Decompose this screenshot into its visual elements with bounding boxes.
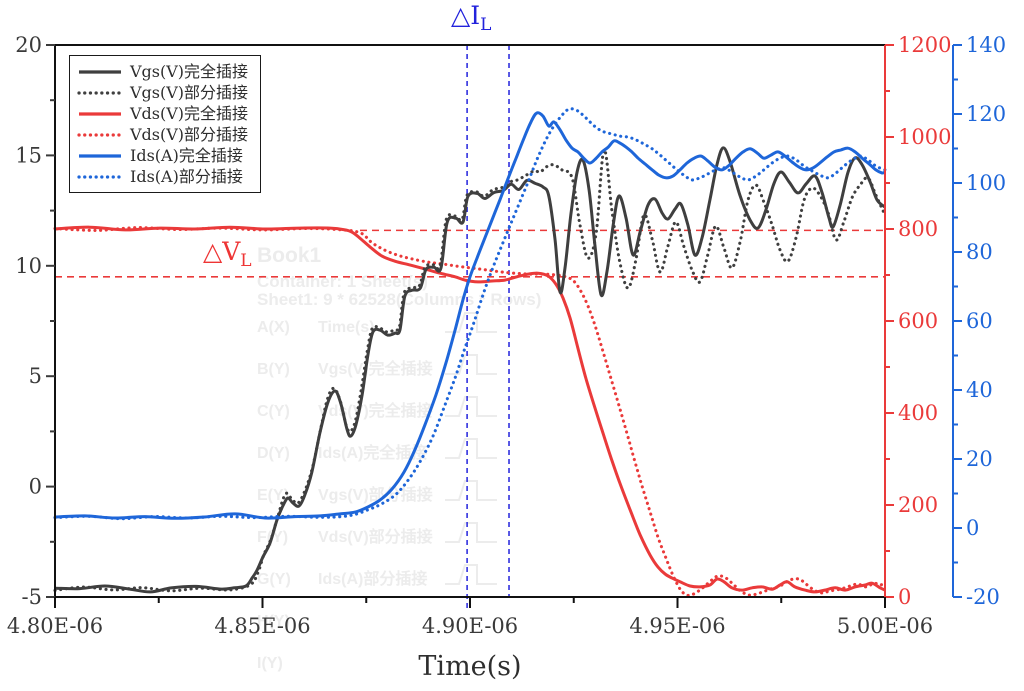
- watermark-sparkline: [445, 564, 497, 585]
- delta-il-sub: L: [480, 15, 492, 35]
- left-axis-tick-label: -5: [22, 585, 42, 609]
- legend-line-sample-dotted: [77, 90, 123, 95]
- watermark-title: Book1: [257, 244, 322, 267]
- watermark-sparkline: [445, 438, 497, 459]
- origin-drag-watermark: Book1 Container: 1 Sheet(s)Sheet1: 9 * 62…: [257, 244, 541, 672]
- legend-line-sample-solid: [79, 69, 121, 74]
- blue-axis-tick-label: -20: [966, 585, 1000, 609]
- watermark-sparkline: [445, 480, 497, 501]
- watermark-line: Sheet1: 9 * 62528(Columns * Rows): [257, 290, 541, 309]
- legend-label: Ids(A)部分插接: [130, 166, 243, 186]
- delta-il-text: △I: [451, 1, 481, 30]
- blue-axis-tick-label: 140: [966, 33, 1006, 57]
- blue-axis-tick-label: 0: [966, 516, 979, 540]
- watermark-row-key: D(Y): [257, 445, 290, 462]
- red-axis-tick-label: 400: [898, 401, 938, 425]
- red-axis-tick-label: 200: [898, 493, 938, 517]
- watermark-row-name: Vgs(V)部分插接: [318, 485, 433, 504]
- watermark-sparkline: [445, 522, 497, 543]
- series-Vgs(V)部分插接: [53, 148, 887, 593]
- red-axis-tick-label: 0: [898, 585, 911, 609]
- left-axis-tick-label: 5: [29, 364, 42, 388]
- legend-item-2: Vds(V)完全插接: [77, 103, 248, 124]
- legend-item-3: Vds(V)部分插接: [77, 124, 248, 145]
- legend-item-1: Vgs(V)部分插接: [77, 82, 248, 103]
- legend-label: Vds(V)部分插接: [130, 124, 249, 144]
- watermark-row-name: Vds(V)完全插接: [318, 401, 433, 420]
- blue-axis-tick-label: 80: [966, 240, 993, 264]
- delta-vl-annotation: △VL: [203, 239, 252, 270]
- delta-il-annotation: △IL: [451, 3, 491, 34]
- watermark-row-key: E(Y): [257, 487, 289, 504]
- legend-line-sample-dotted: [77, 132, 123, 137]
- red-axis-tick-label: 600: [898, 309, 938, 333]
- legend-item-5: Ids(A)部分插接: [77, 166, 248, 187]
- series-Vgs(V)完全插接: [54, 146, 887, 594]
- legend-label: Vgs(V)完全插接: [130, 61, 249, 81]
- left-axis-tick-label: 10: [15, 254, 42, 278]
- legend-line-sample-dotted: [77, 174, 123, 179]
- legend-line-sample-solid: [79, 111, 121, 116]
- watermark-row-key: G(Y): [257, 571, 291, 588]
- watermark-row-name: Ids(A)部分插接: [318, 569, 427, 588]
- left-axis-tick-label: 0: [29, 475, 42, 499]
- red-axis-tick-label: 800: [898, 217, 938, 241]
- legend[interactable]: Vgs(V)完全插接 Vgs(V)部分插接 Vds(V)完全插接 Vds(V)部分插接…: [69, 55, 262, 193]
- x-axis-tick-label: 4.85E-06: [214, 614, 310, 638]
- blue-axis-tick-label: 20: [966, 447, 993, 471]
- x-axis-tick-label: 4.80E-06: [7, 614, 103, 638]
- watermark-row-name: Vgs(V)完全插接: [318, 359, 433, 378]
- blue-axis-tick-label: 100: [966, 171, 1006, 195]
- watermark-row-key: B(Y): [257, 361, 290, 378]
- delta-vl-text: △V: [203, 237, 241, 266]
- series-Vds(V)完全插接: [54, 225, 886, 594]
- legend-label: Vds(V)完全插接: [130, 103, 249, 123]
- legend-line-sample-solid: [79, 153, 121, 158]
- left-axis-tick-label: 20: [15, 33, 42, 57]
- series-Vds(V)部分插接: [53, 226, 887, 597]
- axes-ticks-labels: 20151050-5120010008006004002000140120100…: [7, 33, 1006, 638]
- blue-axis-tick-label: 120: [966, 102, 1006, 126]
- legend-label: Vgs(V)部分插接: [130, 82, 249, 102]
- x-axis-tick-label: 5.00E-06: [837, 614, 933, 638]
- watermark-row-key: I(Y): [257, 655, 283, 672]
- watermark-row-name: Time(s): [318, 319, 375, 336]
- blue-axis-tick-label: 40: [966, 378, 993, 402]
- watermark-row-key: H(Y): [257, 613, 290, 630]
- watermark-sparkline: [445, 396, 497, 417]
- red-axis-tick-label: 1000: [898, 125, 951, 149]
- x-axis-title: Time(s): [418, 651, 521, 682]
- series-Ids(A)完全插接: [54, 111, 886, 520]
- blue-axis-tick-label: 60: [966, 309, 993, 333]
- watermark-sparkline: [445, 354, 497, 375]
- x-axis-tick-label: 4.95E-06: [629, 614, 725, 638]
- watermark-sparkline: [445, 312, 497, 333]
- series-Ids(A)部分插接: [53, 107, 887, 521]
- legend-item-0: Vgs(V)完全插接: [77, 61, 248, 82]
- delta-vl-sub: L: [240, 251, 252, 271]
- legend-item-4: Ids(A)完全插接: [77, 145, 248, 166]
- x-axis-tick-label: 4.90E-06: [422, 614, 518, 638]
- legend-label: Ids(A)完全插接: [130, 145, 243, 165]
- curves: [53, 107, 887, 597]
- red-axis-tick-label: 1200: [898, 33, 951, 57]
- watermark-line: Container: 1 Sheet(s): [257, 272, 428, 291]
- left-axis-tick-label: 15: [15, 143, 42, 167]
- watermark-row-name: Ids(A)完全插接: [318, 443, 427, 462]
- watermark-row-name: Vds(V)部分插接: [318, 527, 433, 546]
- watermark-row-key: C(Y): [257, 403, 290, 420]
- watermark-row-key: A(X): [257, 319, 290, 336]
